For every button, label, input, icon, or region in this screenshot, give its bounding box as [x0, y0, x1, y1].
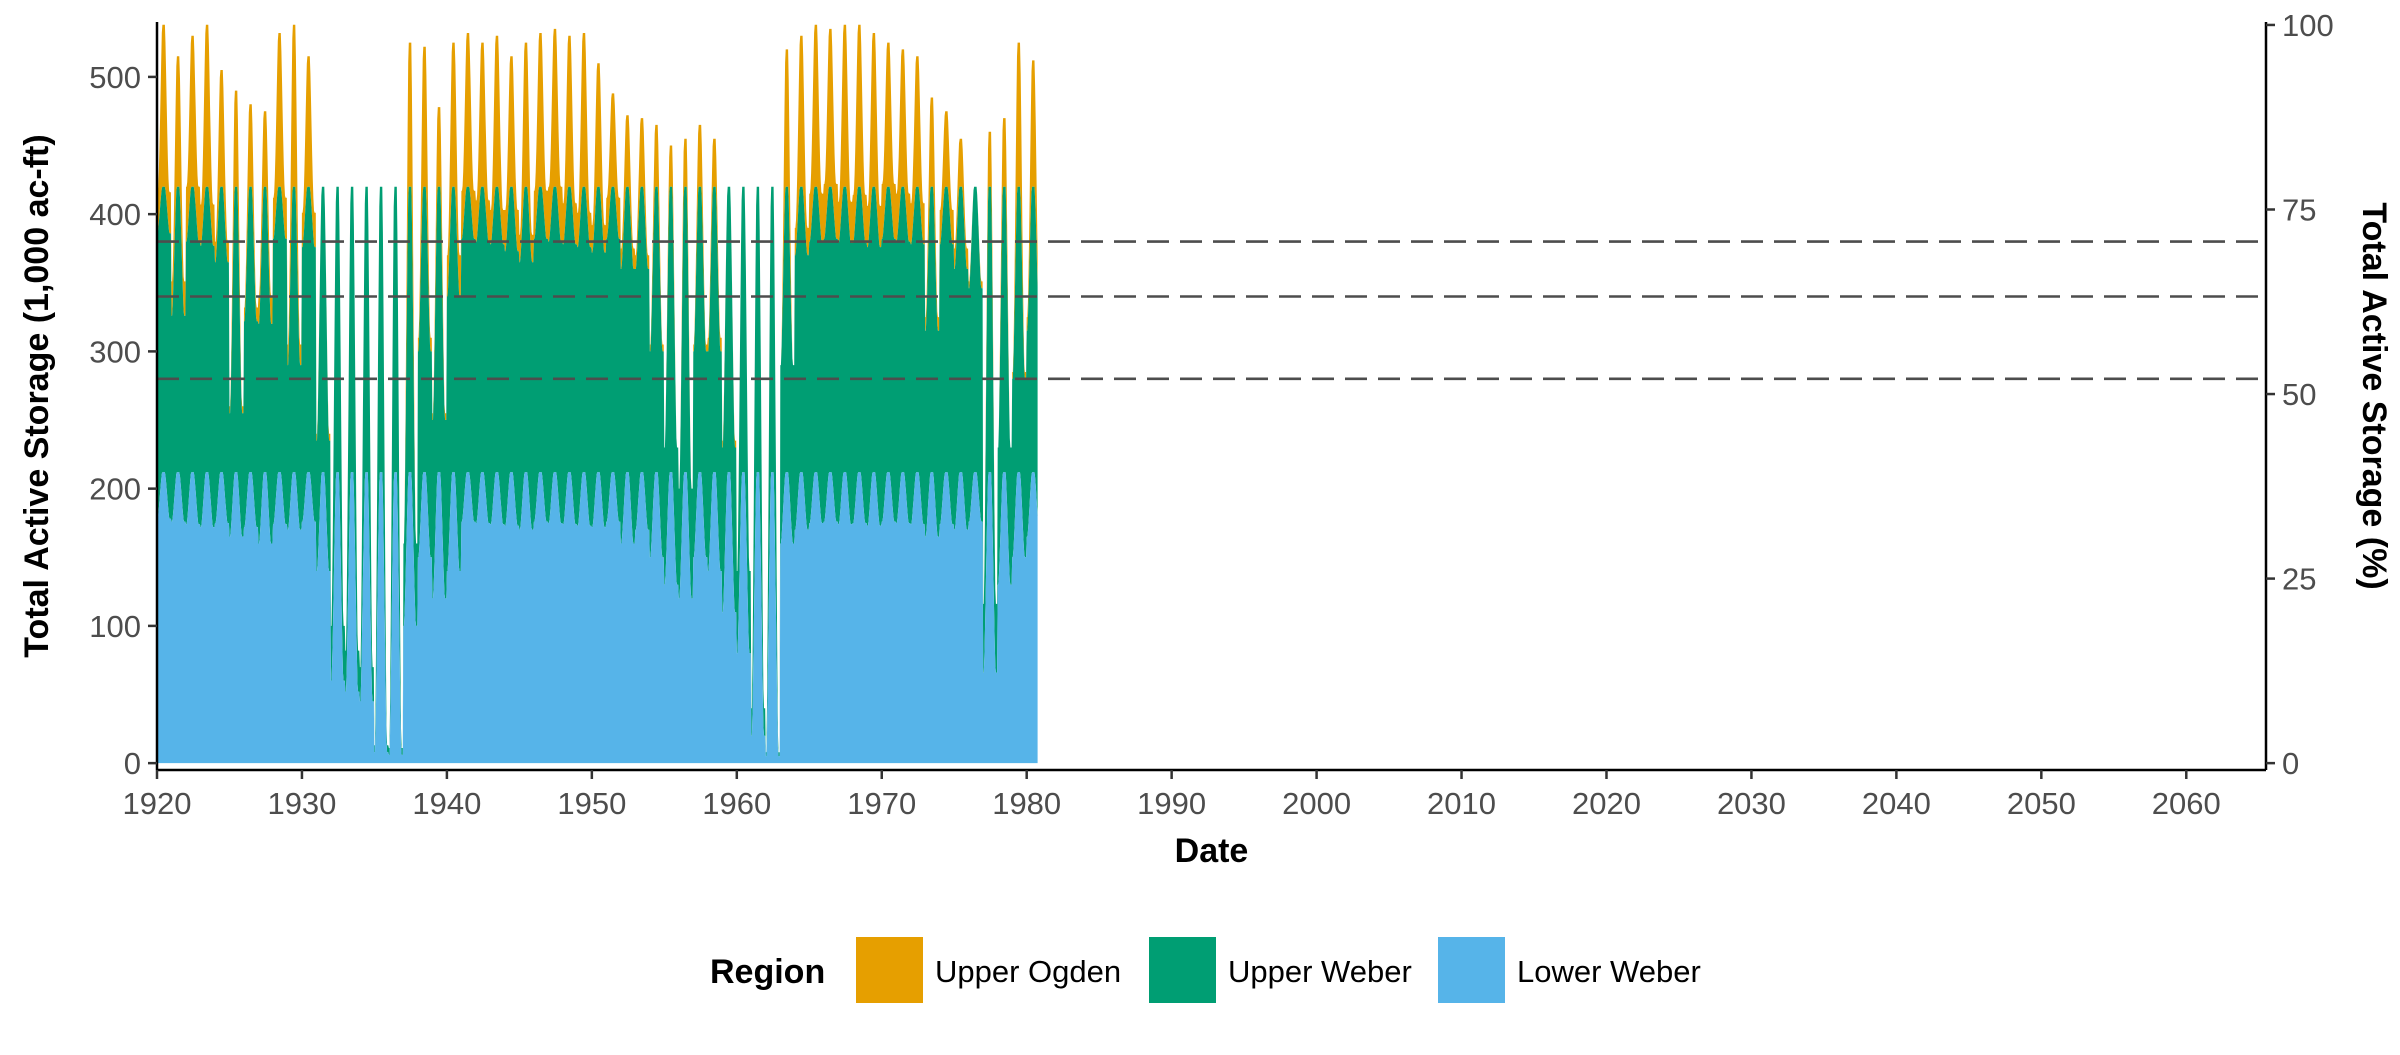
x-tick-label: 1950 — [557, 786, 626, 821]
x-tick-label: 1940 — [412, 786, 481, 821]
legend-label-lower-weber: Lower Weber — [1517, 954, 1701, 989]
x-tick-label: 1920 — [123, 786, 192, 821]
x-tick-label: 2000 — [1282, 786, 1351, 821]
x-axis-title: Date — [1175, 832, 1249, 870]
reference-lines — [157, 240, 2266, 381]
x-tick-label: 2050 — [2007, 786, 2076, 821]
y-left-tick-label: 100 — [89, 609, 141, 644]
y-right-tick-label: 25 — [2282, 562, 2316, 597]
x-tick-label: 1990 — [1137, 786, 1206, 821]
y-right-tick-label: 0 — [2282, 746, 2299, 781]
y-axis-left-title: Total Active Storage (1,000 ac-ft) — [18, 134, 56, 657]
x-tick-label: 1980 — [992, 786, 1061, 821]
y-left-tick-label: 400 — [89, 197, 141, 232]
y-left-tick-label: 500 — [89, 60, 141, 95]
legend: Region Upper Ogden Upper Weber Lower Weber — [710, 937, 1701, 1003]
stacked-areas — [157, 24, 1038, 764]
area-upper-weber — [157, 186, 1038, 757]
x-tick-label: 1970 — [847, 786, 916, 821]
x-tick-label: 1960 — [702, 786, 771, 821]
legend-key-lower-weber — [1438, 937, 1505, 1003]
y-axis-right-title: Total Active Storage (%) — [2355, 202, 2393, 589]
area-upper-ogden — [157, 24, 1038, 753]
y-left-tick-label: 0 — [124, 746, 141, 781]
x-tick-label: 1930 — [267, 786, 336, 821]
y-right-tick-label: 75 — [2282, 192, 2316, 227]
axes: 0 100 200 300 400 500 0 25 50 75 100 1920 1930 1940 19… — [18, 8, 2393, 870]
x-tick-label: 2020 — [1572, 786, 1641, 821]
y-right-tick-label: 100 — [2282, 8, 2334, 43]
legend-title: Region — [710, 953, 825, 991]
legend-label-upper-weber: Upper Weber — [1228, 954, 1412, 989]
x-tick-label: 2010 — [1427, 786, 1496, 821]
legend-key-upper-ogden — [856, 937, 923, 1003]
y-left-tick-label: 200 — [89, 472, 141, 507]
x-tick-label: 2060 — [2152, 786, 2221, 821]
x-tick-label: 2040 — [1862, 786, 1931, 821]
y-right-tick-label: 50 — [2282, 377, 2316, 412]
area-lower-weber — [157, 472, 1038, 764]
legend-label-upper-ogden: Upper Ogden — [935, 954, 1121, 989]
legend-key-upper-weber — [1149, 937, 1216, 1003]
y-left-tick-label: 300 — [89, 334, 141, 369]
x-tick-label: 2030 — [1717, 786, 1786, 821]
